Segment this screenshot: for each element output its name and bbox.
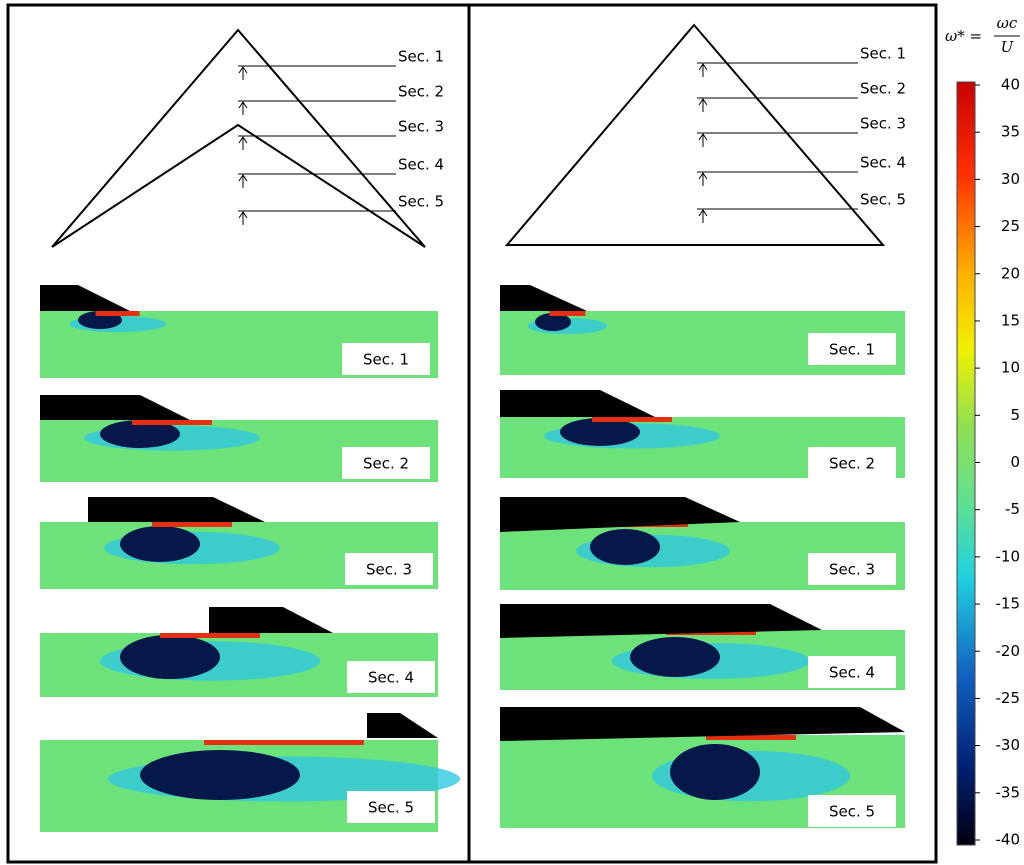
section-label: Sec. 3 [860, 115, 906, 133]
wing-section [500, 707, 905, 741]
colorbar-label: ω* = [945, 27, 982, 45]
arrow [698, 172, 708, 186]
wing-section [500, 497, 740, 532]
label-box [808, 447, 896, 479]
arrow [238, 174, 248, 188]
wing-section [500, 390, 655, 417]
label-box [345, 553, 433, 585]
colorbar-tick-label: -20 [996, 642, 1021, 660]
section-label: Sec. 5 [860, 191, 906, 209]
arrow [698, 98, 708, 112]
colorbar-tick-label: 35 [1001, 123, 1020, 141]
colorbar-tick-label: 40 [1001, 76, 1020, 94]
colorbar-tick-label: -10 [996, 547, 1021, 565]
colorbar-tick-label: 0 [1010, 453, 1020, 471]
panel-label: Sec. 4 [829, 664, 875, 682]
vorticity-shear [549, 311, 586, 316]
colorbar-tick-label: -30 [996, 736, 1021, 754]
section-label: Sec. 2 [398, 83, 444, 101]
label-box [808, 656, 896, 688]
vorticity-core [630, 637, 720, 677]
panel-label: Sec. 5 [368, 799, 414, 817]
panel-label: Sec. 5 [829, 803, 875, 821]
arrow [238, 101, 248, 115]
label-box [347, 791, 435, 823]
panel-label: Sec. 2 [363, 455, 409, 473]
colorbar-tick-label: -25 [996, 689, 1021, 707]
arrow [698, 209, 708, 223]
vorticity-shear [160, 633, 260, 638]
section-label: Sec. 1 [398, 48, 444, 66]
section-label: Sec. 5 [398, 193, 444, 211]
vorticity-core [140, 750, 300, 800]
panel-label: Sec. 4 [368, 669, 414, 687]
colorbar [956, 81, 976, 846]
panel-label: Sec. 1 [363, 351, 409, 369]
vorticity-core [120, 526, 200, 562]
vorticity-shear [132, 420, 212, 425]
label-box [808, 553, 896, 585]
arrow [238, 211, 248, 225]
vorticity-core [560, 418, 640, 446]
arrow [698, 63, 708, 77]
label-box [347, 661, 435, 693]
label-box [808, 333, 896, 365]
label-box [342, 447, 430, 479]
section-label: Sec. 4 [860, 154, 906, 172]
colorbar-tick-label: 10 [1001, 359, 1020, 377]
wing-outline [504, 23, 886, 246]
colorbar-label: ωc [997, 14, 1018, 32]
vorticity-shear [204, 740, 364, 745]
section-label: Sec. 3 [398, 118, 444, 136]
arrow [698, 133, 708, 147]
section-label: Sec. 2 [860, 80, 906, 98]
colorbar-label: U [1001, 38, 1015, 56]
wing-section [88, 497, 265, 522]
section-label: Sec. 4 [398, 156, 444, 174]
vorticity-core [590, 529, 660, 565]
wing-section [500, 604, 822, 638]
colorbar-tick-label: 5 [1010, 406, 1020, 424]
label-box [342, 343, 430, 375]
vorticity-core [100, 420, 180, 448]
section-label: Sec. 1 [860, 45, 906, 63]
right-frame [467, 3, 938, 864]
panel-label: Sec. 1 [829, 341, 875, 359]
label-box [808, 795, 896, 827]
wing-section [40, 285, 130, 311]
vorticity-shear [706, 735, 796, 740]
vorticity-core [535, 313, 571, 331]
vorticity-core [120, 635, 220, 679]
panel-label: Sec. 3 [366, 561, 412, 579]
colorbar-tick-label: -5 [1005, 500, 1020, 518]
colorbar-tick-label: 30 [1001, 170, 1020, 188]
vorticity-shear [95, 311, 140, 316]
colorbar-tick-label: 25 [1001, 217, 1020, 235]
colorbar-tick-label: -40 [996, 831, 1021, 849]
wing-section [209, 607, 333, 633]
panel-label: Sec. 2 [829, 455, 875, 473]
wing-section [40, 395, 190, 420]
colorbar-tick-label: 20 [1001, 264, 1020, 282]
vorticity-shear [592, 417, 672, 422]
wing-section [500, 285, 587, 311]
wing-outline [51, 28, 426, 248]
vorticity-shear [152, 522, 232, 527]
arrow [238, 66, 248, 80]
vorticity-core [670, 744, 760, 800]
colorbar-tick-label: -15 [996, 595, 1021, 613]
panel-label: Sec. 3 [829, 561, 875, 579]
colorbar-tick-label: -35 [996, 783, 1021, 801]
wing-section [367, 713, 438, 738]
colorbar-tick-label: 15 [1001, 311, 1020, 329]
arrow [238, 136, 248, 150]
